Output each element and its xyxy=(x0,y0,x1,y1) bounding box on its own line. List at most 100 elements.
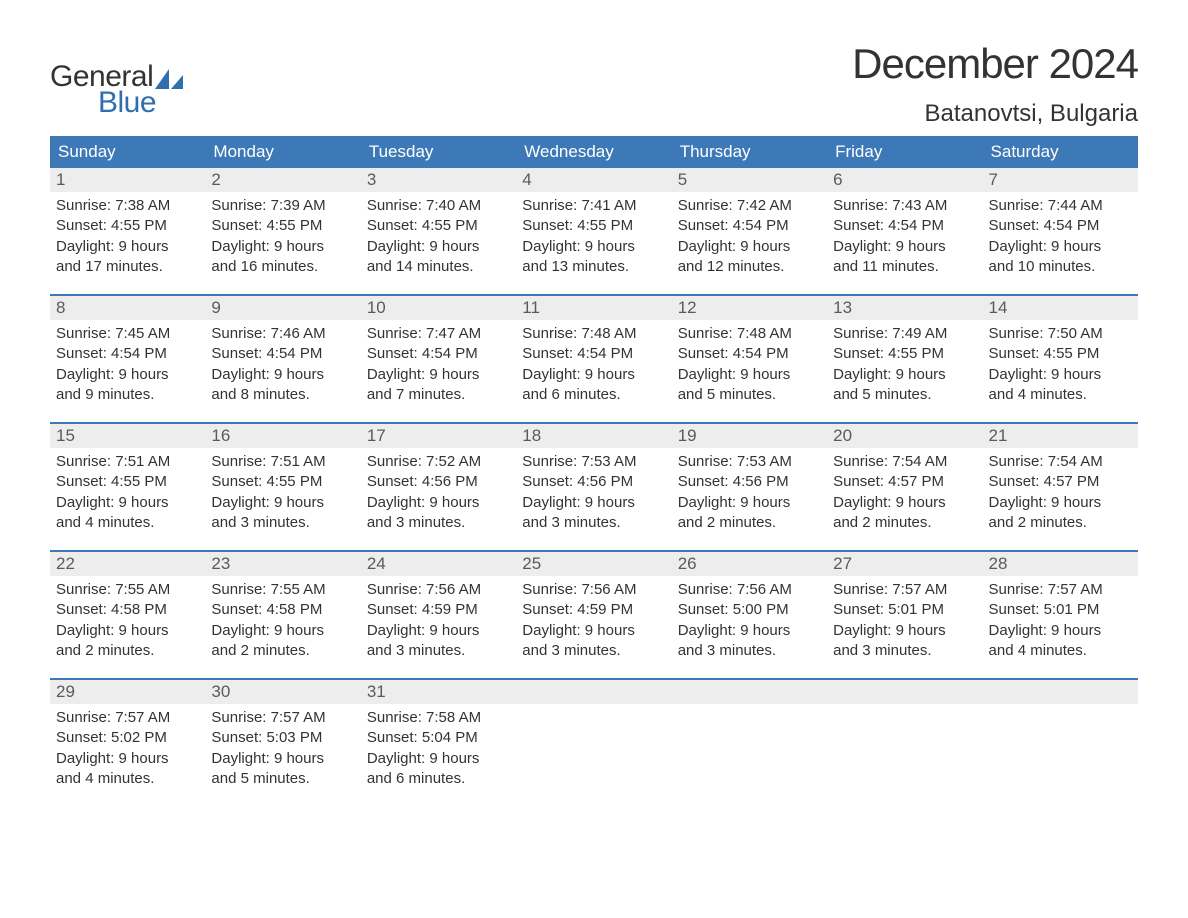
day1-text: Daylight: 9 hours xyxy=(56,365,199,385)
day-number: 22 xyxy=(50,552,205,576)
week-row: 15Sunrise: 7:51 AMSunset: 4:55 PMDayligh… xyxy=(50,422,1138,550)
sunset-text: Sunset: 4:59 PM xyxy=(367,600,510,620)
day-number: 1 xyxy=(50,168,205,192)
day-body: Sunrise: 7:55 AMSunset: 4:58 PMDaylight:… xyxy=(205,576,360,669)
day-cell xyxy=(672,680,827,806)
weekday-header: Sunday xyxy=(50,136,205,168)
day-number: 18 xyxy=(516,424,671,448)
sunset-text: Sunset: 4:55 PM xyxy=(211,472,354,492)
day-number: 2 xyxy=(205,168,360,192)
sunset-text: Sunset: 5:04 PM xyxy=(367,728,510,748)
sunset-text: Sunset: 5:01 PM xyxy=(989,600,1132,620)
day2-text: and 2 minutes. xyxy=(833,513,976,533)
day-cell xyxy=(827,680,982,806)
day-number: 31 xyxy=(361,680,516,704)
day-body: Sunrise: 7:47 AMSunset: 4:54 PMDaylight:… xyxy=(361,320,516,413)
sunset-text: Sunset: 4:54 PM xyxy=(989,216,1132,236)
day2-text: and 2 minutes. xyxy=(56,641,199,661)
day-cell: 22Sunrise: 7:55 AMSunset: 4:58 PMDayligh… xyxy=(50,552,205,678)
day-body: Sunrise: 7:53 AMSunset: 4:56 PMDaylight:… xyxy=(672,448,827,541)
day2-text: and 4 minutes. xyxy=(989,641,1132,661)
sunset-text: Sunset: 4:54 PM xyxy=(56,344,199,364)
day2-text: and 16 minutes. xyxy=(211,257,354,277)
day-body: Sunrise: 7:57 AMSunset: 5:01 PMDaylight:… xyxy=(983,576,1138,669)
sunset-text: Sunset: 5:00 PM xyxy=(678,600,821,620)
day1-text: Daylight: 9 hours xyxy=(678,237,821,257)
day-body: Sunrise: 7:51 AMSunset: 4:55 PMDaylight:… xyxy=(205,448,360,541)
day-cell: 12Sunrise: 7:48 AMSunset: 4:54 PMDayligh… xyxy=(672,296,827,422)
sunset-text: Sunset: 4:55 PM xyxy=(989,344,1132,364)
sunset-text: Sunset: 4:55 PM xyxy=(56,216,199,236)
sunrise-text: Sunrise: 7:46 AM xyxy=(211,324,354,344)
sunrise-text: Sunrise: 7:49 AM xyxy=(833,324,976,344)
location-label: Batanovtsi, Bulgaria xyxy=(852,100,1138,128)
sunrise-text: Sunrise: 7:53 AM xyxy=(522,452,665,472)
sunset-text: Sunset: 4:56 PM xyxy=(367,472,510,492)
weekday-header: Friday xyxy=(827,136,982,168)
sunrise-text: Sunrise: 7:43 AM xyxy=(833,196,976,216)
brand-logo: General Blue xyxy=(50,60,183,120)
day1-text: Daylight: 9 hours xyxy=(989,621,1132,641)
page-header: General Blue December 2024 Batanovtsi, B… xyxy=(50,40,1138,128)
day1-text: Daylight: 9 hours xyxy=(367,493,510,513)
sunset-text: Sunset: 4:56 PM xyxy=(678,472,821,492)
sunrise-text: Sunrise: 7:51 AM xyxy=(56,452,199,472)
sunrise-text: Sunrise: 7:44 AM xyxy=(989,196,1132,216)
sunrise-text: Sunrise: 7:51 AM xyxy=(211,452,354,472)
sunrise-text: Sunrise: 7:45 AM xyxy=(56,324,199,344)
week-row: 29Sunrise: 7:57 AMSunset: 5:02 PMDayligh… xyxy=(50,678,1138,806)
day-body: Sunrise: 7:55 AMSunset: 4:58 PMDaylight:… xyxy=(50,576,205,669)
day-number: 7 xyxy=(983,168,1138,192)
day-body: Sunrise: 7:54 AMSunset: 4:57 PMDaylight:… xyxy=(983,448,1138,541)
day1-text: Daylight: 9 hours xyxy=(56,493,199,513)
day2-text: and 5 minutes. xyxy=(833,385,976,405)
day-body: Sunrise: 7:58 AMSunset: 5:04 PMDaylight:… xyxy=(361,704,516,797)
day1-text: Daylight: 9 hours xyxy=(367,621,510,641)
day1-text: Daylight: 9 hours xyxy=(989,237,1132,257)
day-number: 23 xyxy=(205,552,360,576)
sunset-text: Sunset: 4:54 PM xyxy=(678,344,821,364)
day-body: Sunrise: 7:57 AMSunset: 5:02 PMDaylight:… xyxy=(50,704,205,797)
day1-text: Daylight: 9 hours xyxy=(678,493,821,513)
sunset-text: Sunset: 4:54 PM xyxy=(833,216,976,236)
day-cell: 13Sunrise: 7:49 AMSunset: 4:55 PMDayligh… xyxy=(827,296,982,422)
day1-text: Daylight: 9 hours xyxy=(989,493,1132,513)
sunrise-text: Sunrise: 7:54 AM xyxy=(989,452,1132,472)
day-cell: 16Sunrise: 7:51 AMSunset: 4:55 PMDayligh… xyxy=(205,424,360,550)
day1-text: Daylight: 9 hours xyxy=(522,621,665,641)
day2-text: and 10 minutes. xyxy=(989,257,1132,277)
day-cell: 26Sunrise: 7:56 AMSunset: 5:00 PMDayligh… xyxy=(672,552,827,678)
day-body: Sunrise: 7:57 AMSunset: 5:03 PMDaylight:… xyxy=(205,704,360,797)
day-body: Sunrise: 7:53 AMSunset: 4:56 PMDaylight:… xyxy=(516,448,671,541)
day-cell: 3Sunrise: 7:40 AMSunset: 4:55 PMDaylight… xyxy=(361,168,516,294)
day2-text: and 8 minutes. xyxy=(211,385,354,405)
day-number: 20 xyxy=(827,424,982,448)
day-number: 21 xyxy=(983,424,1138,448)
sunrise-text: Sunrise: 7:57 AM xyxy=(211,708,354,728)
day-number: 14 xyxy=(983,296,1138,320)
day-cell xyxy=(516,680,671,806)
day1-text: Daylight: 9 hours xyxy=(522,237,665,257)
day-cell: 14Sunrise: 7:50 AMSunset: 4:55 PMDayligh… xyxy=(983,296,1138,422)
day1-text: Daylight: 9 hours xyxy=(833,493,976,513)
day-cell: 23Sunrise: 7:55 AMSunset: 4:58 PMDayligh… xyxy=(205,552,360,678)
day2-text: and 3 minutes. xyxy=(522,641,665,661)
calendar-table: Sunday Monday Tuesday Wednesday Thursday… xyxy=(50,136,1138,806)
day2-text: and 3 minutes. xyxy=(211,513,354,533)
day2-text: and 3 minutes. xyxy=(367,513,510,533)
day2-text: and 14 minutes. xyxy=(367,257,510,277)
sunrise-text: Sunrise: 7:58 AM xyxy=(367,708,510,728)
sunrise-text: Sunrise: 7:56 AM xyxy=(678,580,821,600)
day-number: 13 xyxy=(827,296,982,320)
sunset-text: Sunset: 4:54 PM xyxy=(367,344,510,364)
day-body: Sunrise: 7:56 AMSunset: 5:00 PMDaylight:… xyxy=(672,576,827,669)
day2-text: and 6 minutes. xyxy=(367,769,510,789)
day-body: Sunrise: 7:49 AMSunset: 4:55 PMDaylight:… xyxy=(827,320,982,413)
day-number: 5 xyxy=(672,168,827,192)
sunset-text: Sunset: 4:55 PM xyxy=(211,216,354,236)
sunset-text: Sunset: 4:55 PM xyxy=(833,344,976,364)
day1-text: Daylight: 9 hours xyxy=(989,365,1132,385)
day2-text: and 2 minutes. xyxy=(211,641,354,661)
day2-text: and 2 minutes. xyxy=(678,513,821,533)
sunrise-text: Sunrise: 7:40 AM xyxy=(367,196,510,216)
